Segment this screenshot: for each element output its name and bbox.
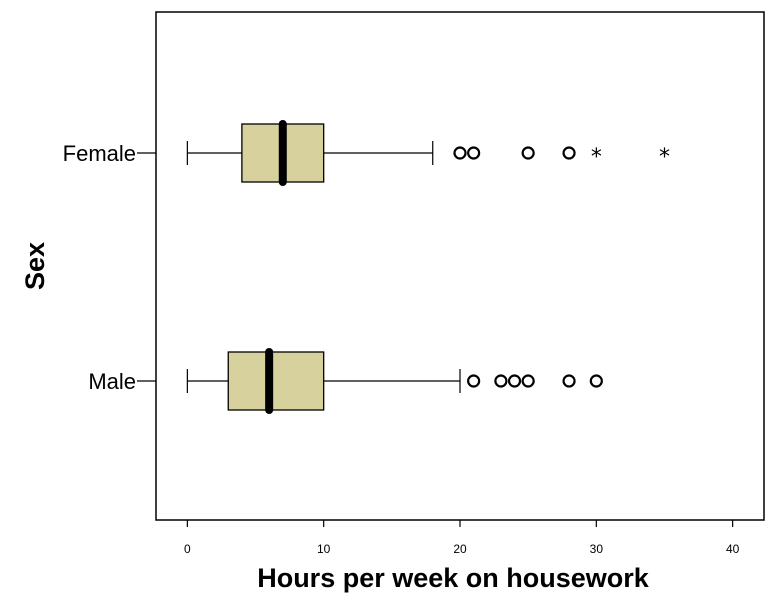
- x-tick-label: 20: [453, 542, 467, 556]
- outlier-point: [562, 146, 576, 160]
- x-tick-label: 40: [726, 542, 740, 556]
- outlier-point: [589, 374, 603, 388]
- y-axis-title: Sex: [20, 242, 50, 290]
- box-group-male: [186, 348, 603, 414]
- x-axis-title: Hours per week on housework: [257, 563, 650, 593]
- x-tick-label: 10: [317, 542, 331, 556]
- outlier-point: [494, 374, 508, 388]
- outlier-point: [562, 374, 576, 388]
- y-axis: Female Male: [63, 141, 156, 394]
- x-tick-label: 30: [590, 542, 604, 556]
- y-category-label: Male: [88, 369, 136, 394]
- outlier-point: [521, 374, 535, 388]
- outlier-point: [521, 146, 535, 160]
- outlier-point: [507, 374, 522, 388]
- boxes-layer: * *: [186, 120, 670, 414]
- plot-frame: [155, 11, 765, 521]
- iqr-box: [227, 351, 325, 411]
- outlier-point: [467, 146, 481, 160]
- y-category-label: Female: [63, 141, 136, 166]
- box-group-female: * *: [186, 120, 670, 186]
- x-axis: 0 10 20 30 40: [184, 520, 740, 556]
- x-tick-label: 0: [184, 542, 191, 556]
- outlier-point: [453, 146, 467, 160]
- outlier-point: [467, 374, 481, 388]
- extreme-point: *: [591, 145, 602, 170]
- extreme-point: *: [659, 145, 670, 170]
